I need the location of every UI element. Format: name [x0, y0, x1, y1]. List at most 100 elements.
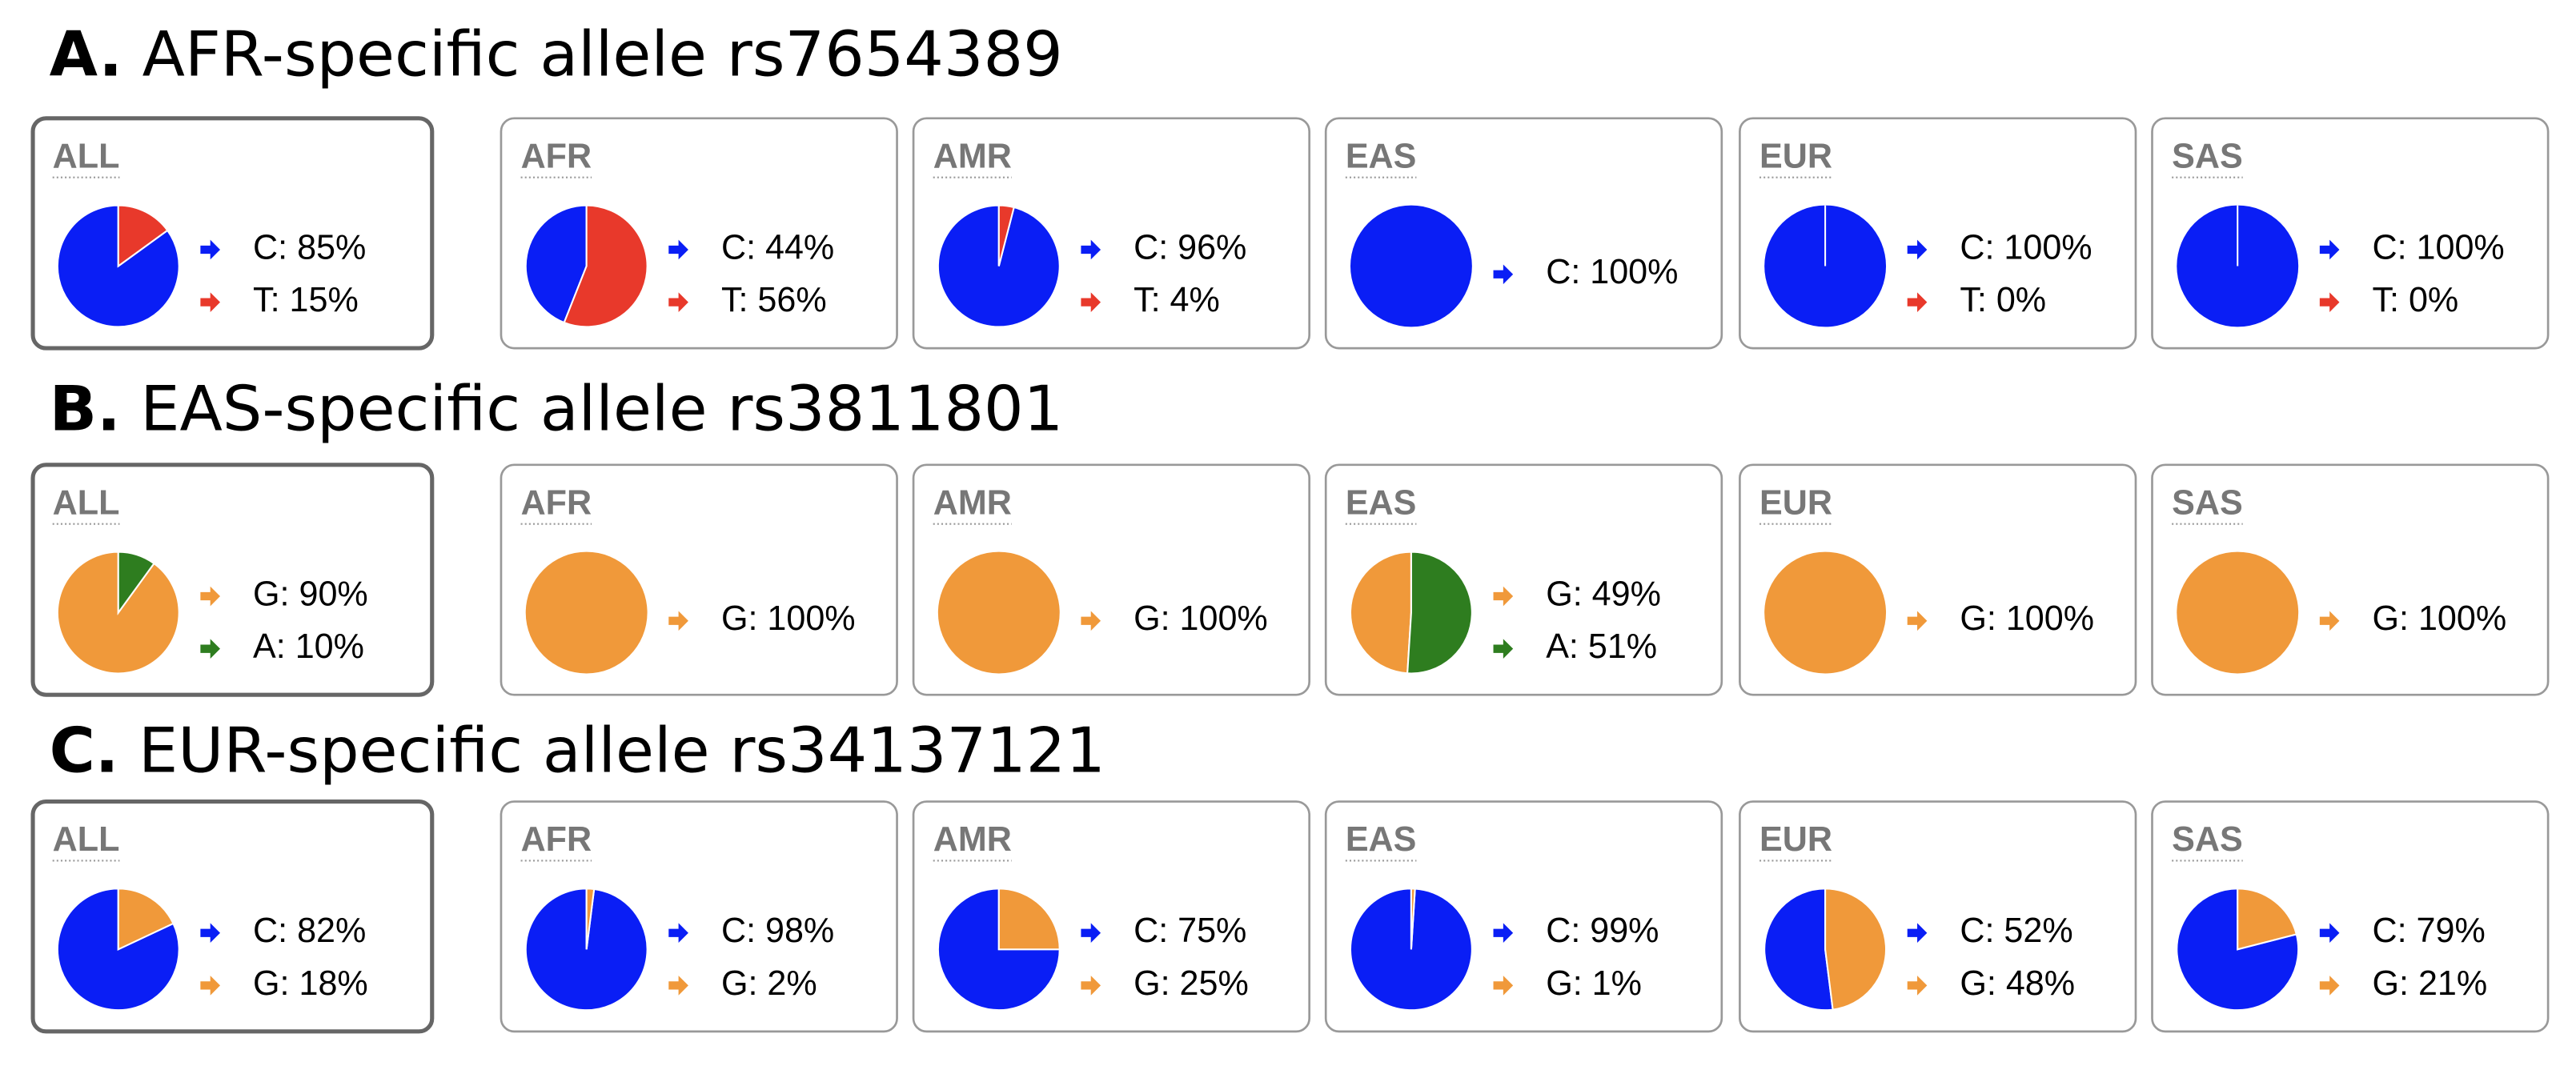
legend-arrow [668, 239, 688, 260]
legend-arrow [668, 976, 688, 996]
panel-letter: C. [50, 715, 119, 787]
legend-label: A: 10% [253, 627, 364, 666]
legend-arrow [668, 611, 688, 631]
legend-arrow [668, 292, 688, 312]
legend-arrow [668, 923, 688, 944]
pie-slice [937, 888, 1061, 1012]
legend-label: C: 75% [1134, 912, 1246, 950]
legend-label: T: 56% [721, 281, 827, 319]
card-title: EUR [1759, 137, 1832, 175]
legend-arrow [200, 239, 221, 260]
legend-label: T: 4% [1134, 281, 1220, 319]
legend-label: G: 49% [1546, 575, 1661, 613]
legend-label: G: 2% [721, 964, 817, 1003]
pie-slice [1824, 888, 1888, 1011]
legend-label: G: 25% [1134, 964, 1249, 1003]
legend-label: G: 100% [2373, 599, 2507, 638]
card-title: AMR [933, 483, 1012, 522]
legend-label: G: 100% [1960, 599, 2094, 638]
pie-slice [937, 551, 1060, 674]
pie-slice [117, 551, 155, 615]
legend-arrow [2319, 923, 2340, 944]
pie-slice [1349, 551, 1412, 675]
panel-letter: A. [50, 18, 122, 90]
legend-arrow [200, 586, 221, 607]
pie-slice [117, 888, 175, 951]
legend-label: C: 52% [1960, 912, 2072, 950]
card-title: EAS [1346, 137, 1417, 175]
legend-arrow [2319, 611, 2340, 631]
pie-slice [563, 204, 648, 328]
card-title: AFR [521, 483, 592, 522]
card-title: SAS [2172, 483, 2243, 522]
legend-label: G: 100% [721, 599, 856, 638]
legend-arrow [1081, 292, 1101, 312]
pie-slice [1410, 888, 1416, 950]
legend-label: C: 100% [1546, 253, 1678, 291]
card-title: AFR [521, 820, 592, 859]
legend-label: G: 48% [1960, 964, 2075, 1003]
card-title: ALL [53, 137, 120, 175]
legend-arrow [1907, 611, 1928, 631]
legend-label: C: 100% [1960, 228, 2092, 266]
card-title: ALL [53, 483, 120, 522]
legend-arrow [1081, 611, 1101, 631]
legend-label: G: 1% [1546, 964, 1642, 1003]
legend-arrow [200, 923, 221, 944]
legend-arrow [1907, 239, 1928, 260]
legend-arrow [2319, 976, 2340, 996]
legend-label: C: 82% [253, 912, 366, 950]
legend-label: C: 96% [1134, 228, 1246, 266]
legend-arrow [1907, 292, 1928, 312]
legend-arrow [200, 292, 221, 312]
card-title: EUR [1759, 820, 1832, 859]
card-title: EUR [1759, 483, 1832, 522]
legend-label: C: 99% [1546, 912, 1659, 950]
pie-slice [117, 204, 169, 268]
legend-arrow [1907, 976, 1928, 996]
panel-title: AFR-specific allele rs7654389 [142, 18, 1063, 90]
legend-label: T: 0% [1960, 281, 2046, 319]
legend-arrow [1081, 923, 1101, 944]
pie-slice [1763, 888, 1834, 1012]
card-title: ALL [53, 820, 120, 859]
legend-arrow [2319, 292, 2340, 312]
pie-slice [997, 888, 1061, 951]
legend-arrow [200, 639, 221, 659]
pie-slice [585, 888, 596, 950]
legend-label: C: 44% [721, 228, 834, 266]
card-title: AFR [521, 137, 592, 175]
card-title: AMR [933, 137, 1012, 175]
card-title: SAS [2172, 820, 2243, 859]
legend-label: G: 21% [2373, 964, 2488, 1003]
legend-label: C: 85% [253, 228, 366, 266]
legend-label: G: 18% [253, 964, 368, 1003]
panel-title: EUR-specific allele rs34137121 [138, 715, 1105, 787]
legend-arrow [1493, 639, 1514, 659]
legend-arrow [1493, 976, 1514, 996]
pie-slice [997, 204, 1015, 266]
legend-arrow [1493, 923, 1514, 944]
pie-slice [1350, 205, 1472, 327]
pie-slice [1764, 551, 1887, 674]
card-title: EAS [1346, 820, 1417, 859]
pie-slice [2177, 551, 2299, 674]
panel-heading: A. AFR-specific allele rs7654389 [50, 18, 1063, 90]
panel-letter: B. [50, 374, 121, 446]
card-title: SAS [2172, 137, 2243, 175]
legend-label: C: 79% [2373, 912, 2486, 950]
legend-label: C: 100% [2373, 228, 2505, 266]
legend-label: G: 90% [253, 575, 368, 613]
pie-slice [1406, 551, 1473, 675]
pie-slice [524, 204, 588, 324]
legend-arrow [1907, 923, 1928, 944]
panel-heading: B. EAS-specific allele rs3811801 [50, 374, 1064, 446]
card-title: AMR [933, 820, 1012, 859]
legend-arrow [2319, 239, 2340, 260]
legend-arrow [200, 976, 221, 996]
legend-label: G: 100% [1134, 599, 1268, 638]
card-title: EAS [1346, 483, 1417, 522]
legend-label: T: 15% [253, 281, 359, 319]
pie-slice [525, 551, 648, 674]
